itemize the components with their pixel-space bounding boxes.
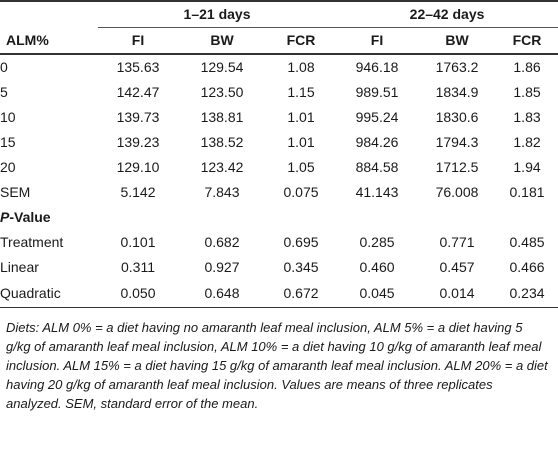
cell-value: 0.285 <box>359 234 395 250</box>
cell-value: 1.83 <box>513 109 541 125</box>
table-row: 10 139.73 138.81 1.01 995.24 1830.6 1.83 <box>0 105 558 130</box>
cell-value: 1.82 <box>513 134 541 150</box>
data-table: 1–21 days 22–42 days ALM% FI BW FCR FI B… <box>0 0 558 308</box>
cell-value: 0.075 <box>283 184 319 200</box>
cell-value: 123.42 <box>200 159 244 175</box>
pvalue-suffix: -Value <box>9 209 51 225</box>
cell-value: 0.927 <box>204 259 240 275</box>
cell-value: 76.008 <box>435 184 479 200</box>
cell-value: 142.47 <box>116 84 160 100</box>
row-label: 15 <box>0 134 16 150</box>
cell-value: 946.18 <box>355 59 399 75</box>
cell-value: 1.01 <box>287 134 315 150</box>
cell-value: 138.52 <box>200 134 244 150</box>
row-label: 10 <box>0 109 16 125</box>
cell-value: 138.81 <box>200 109 244 125</box>
column-header-fi-1: FI <box>98 27 178 55</box>
table-row-sem: SEM 5.142 7.843 0.075 41.143 76.008 0.18… <box>0 180 558 205</box>
row-label: Treatment <box>0 234 64 250</box>
column-header-fi-2: FI <box>336 27 419 55</box>
cell-value: 0.050 <box>98 280 178 308</box>
cell-value: 41.143 <box>355 184 399 200</box>
cell-value: 1.08 <box>287 59 315 75</box>
row-label: 5 <box>0 84 8 100</box>
table-row: 5 142.47 123.50 1.15 989.51 1834.9 1.85 <box>0 80 558 105</box>
cell-value: 123.50 <box>200 84 244 100</box>
cell-value: 7.843 <box>204 184 240 200</box>
cell-value: 1.94 <box>513 159 541 175</box>
cell-value: 1.01 <box>287 109 315 125</box>
cell-value: 0.695 <box>283 234 319 250</box>
cell-value: 1712.5 <box>435 159 479 175</box>
table-row: Quadratic 0.050 0.648 0.672 0.045 0.014 … <box>0 280 558 308</box>
row-label: Linear <box>0 259 39 275</box>
cell-value: 1.05 <box>287 159 315 175</box>
cell-value: 984.26 <box>355 134 399 150</box>
cell-value: 0.311 <box>121 259 155 275</box>
row-label: 20 <box>0 159 16 175</box>
cell-value: 0.234 <box>496 280 558 308</box>
table-footnote: Diets: ALM 0% = a diet having no amarant… <box>6 320 548 411</box>
cell-value: 0.771 <box>439 234 475 250</box>
cell-value: 1.15 <box>287 84 315 100</box>
cell-value: 135.63 <box>116 59 160 75</box>
cell-value: 0.466 <box>509 259 545 275</box>
row-label: Quadratic <box>0 280 98 308</box>
cell-value: 129.10 <box>116 159 160 175</box>
cell-value: 0.101 <box>120 234 156 250</box>
column-header-fcr-2: FCR <box>496 27 558 55</box>
cell-value: 0.485 <box>509 234 545 250</box>
row-label: SEM <box>0 184 31 200</box>
cell-value: 139.23 <box>116 134 160 150</box>
row-label: 0 <box>0 59 8 75</box>
cell-value: 0.045 <box>336 280 419 308</box>
cell-value: 995.24 <box>355 109 399 125</box>
cell-value: 0.181 <box>509 184 545 200</box>
cell-value: 884.58 <box>355 159 399 175</box>
cell-value: 0.014 <box>418 280 497 308</box>
cell-value: 0.460 <box>359 259 395 275</box>
pvalue-prefix: P <box>0 209 10 225</box>
table-row: 20 129.10 123.42 1.05 884.58 1712.5 1.94 <box>0 155 558 180</box>
cell-value: 139.73 <box>116 109 160 125</box>
cell-value: 989.51 <box>355 84 399 100</box>
cell-value: 1834.9 <box>435 84 479 100</box>
table-row: Linear 0.311 0.927 0.345 0.460 0.457 0.4… <box>0 255 558 280</box>
cell-value: 5.142 <box>120 184 156 200</box>
column-header-fcr-1: FCR <box>266 27 337 55</box>
row-header-alm: ALM% <box>0 27 98 55</box>
group-header-row: 1–21 days 22–42 days <box>0 0 558 28</box>
column-header-bw-2: BW <box>418 27 497 55</box>
group-header-spacer <box>0 0 98 28</box>
table-row: Treatment 0.101 0.682 0.695 0.285 0.771 … <box>0 230 558 255</box>
group-header-1-21-days: 1–21 days <box>98 0 337 28</box>
column-header-row: ALM% FI BW FCR FI BW FCR <box>0 27 558 55</box>
group-header-22-42-days: 22–42 days <box>336 0 558 28</box>
cell-value: 0.457 <box>439 259 475 275</box>
cell-value: 1763.2 <box>435 59 479 75</box>
table-row: 15 139.23 138.52 1.01 984.26 1794.3 1.82 <box>0 130 558 155</box>
cell-value: 1794.3 <box>435 134 479 150</box>
pvalue-section-label: P-Value <box>0 205 558 230</box>
cell-value: 0.345 <box>283 259 319 275</box>
pvalue-section-row: P-Value <box>0 205 558 230</box>
cell-value: 0.648 <box>178 280 266 308</box>
cell-value: 0.682 <box>204 234 240 250</box>
table-row: 0 135.63 129.54 1.08 946.18 1763.2 1.86 <box>0 54 558 80</box>
table-container: 1–21 days 22–42 days ALM% FI BW FCR FI B… <box>0 0 558 411</box>
cell-value: 1.86 <box>513 59 541 75</box>
cell-value: 129.54 <box>200 59 244 75</box>
column-header-bw-1: BW <box>178 27 266 55</box>
cell-value: 1.85 <box>513 84 541 100</box>
cell-value: 0.672 <box>266 280 337 308</box>
cell-value: 1830.6 <box>435 109 479 125</box>
